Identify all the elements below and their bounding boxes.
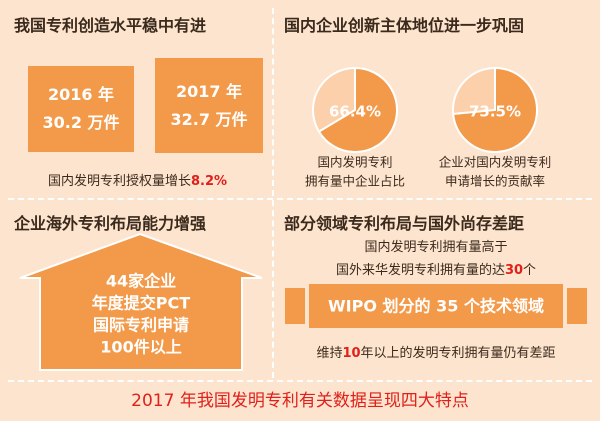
stat-box: 2016 年 30.2 万件	[28, 66, 134, 152]
banner-body	[309, 284, 563, 328]
text-line: 国内发明专利拥有量高于	[364, 240, 508, 255]
pie-caption: 企业对国内发明专利	[439, 155, 552, 170]
box-value: 30.2 万件	[42, 113, 120, 132]
pie-wedge	[317, 66, 398, 153]
pie-caption: 申请增长的贡献率	[445, 174, 545, 189]
stat-box: 2017 年 32.7 万件	[155, 58, 263, 153]
highlight: 10	[342, 346, 361, 361]
divider	[272, 8, 274, 378]
text: 个	[523, 263, 537, 278]
pie-label: 73.5%	[469, 103, 521, 121]
banner-piece	[285, 288, 305, 324]
text: 年以上的发明专利拥有量仍有差距	[360, 346, 556, 361]
house: 44家企业 年度提交PCT 国际专利申请 100件以上	[19, 232, 263, 371]
text: 维持	[316, 346, 343, 361]
box-year: 2016 年	[47, 85, 115, 104]
panel-title: 我国专利创造水平稳中有进	[14, 16, 207, 35]
text: 国外来华发明专利拥有量的达	[335, 263, 505, 278]
banner: WIPO 划分的 35 个技术领域	[285, 284, 587, 328]
footer: 2017 年我国发明专利有关数据呈现四大特点	[131, 391, 469, 411]
divider	[8, 198, 592, 200]
banner-piece	[567, 288, 587, 324]
caption-text: 国内发明专利授权量增长	[47, 174, 191, 189]
text-line: 国外来华发明专利拥有量的达30个	[280, 259, 592, 278]
banner-text: WIPO 划分的 35 个技术领域	[328, 297, 544, 316]
pie-wedge	[452, 66, 538, 153]
house-text: 44家企业	[106, 272, 176, 291]
pie-label: 66.4%	[329, 103, 381, 121]
house-text: 100件以上	[100, 338, 181, 357]
box-year: 2017 年	[175, 81, 243, 101]
panel-title: 部分领域专利布局与国外尚存差距	[284, 214, 525, 233]
pie-caption: 国内发明专利	[317, 155, 392, 170]
panel-title: 企业海外专利布局能力增强	[14, 214, 207, 233]
panel-title: 国内企业创新主体地位进一步巩固	[284, 16, 525, 35]
box-value: 32.7 万件	[170, 109, 248, 129]
caption: 国内发明专利授权量增长8.2%	[10, 170, 265, 189]
highlight: 30	[504, 263, 524, 278]
text-line: 维持10年以上的发明专利拥有量仍有差距	[280, 342, 592, 361]
house-text: 年度提交PCT	[92, 294, 190, 313]
pie-caption: 拥有量中企业占比	[305, 174, 405, 189]
house-shape	[19, 232, 263, 371]
divider	[8, 380, 592, 382]
caption-highlight: 8.2%	[190, 174, 228, 189]
house-text: 国际专利申请	[93, 316, 189, 335]
